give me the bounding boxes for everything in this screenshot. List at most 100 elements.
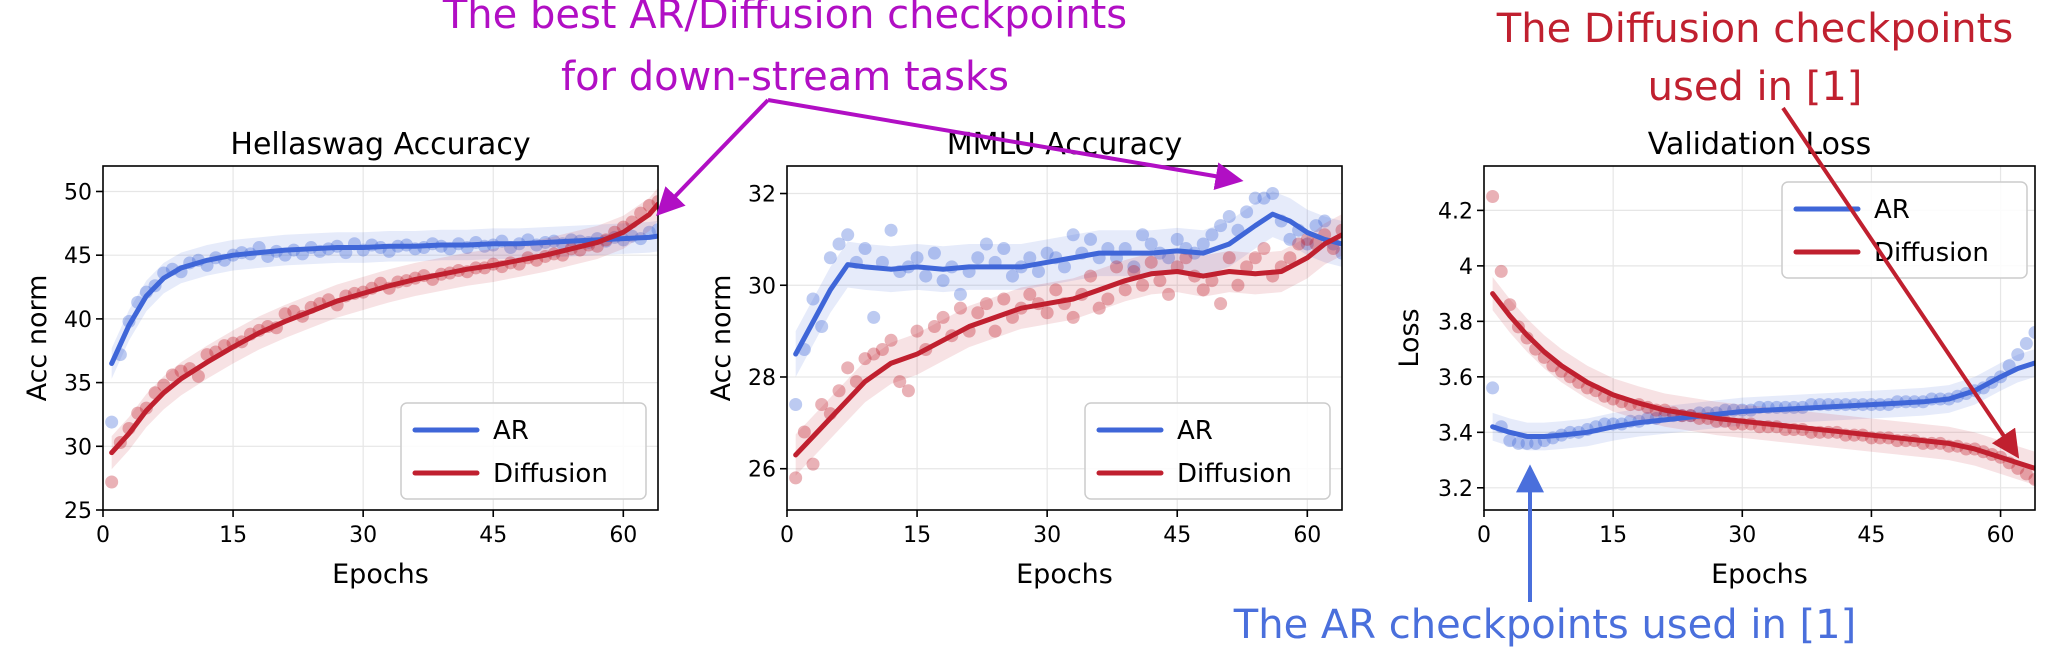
annotation-best-line2: for down-stream tasks [561,54,1009,100]
ar-point [1170,232,1184,246]
plot-frame [786,165,1343,511]
ar-point [1240,205,1254,219]
ar-point [858,242,872,256]
x-tick-label: 30 [1728,523,1756,548]
ar-point [1205,228,1219,242]
legend: AR Diffusion [400,402,647,500]
ar-point [971,251,985,265]
ar-point [2028,325,2035,339]
ar-point [1084,232,1098,246]
diffusion-point [1049,283,1063,297]
x-tick-label: 15 [903,523,931,548]
y-axis-label: Acc norm [706,275,737,402]
ar-line [109,233,658,366]
chart-title: Validation Loss [1648,127,1871,162]
ar-point [919,269,933,283]
ar-point [1309,219,1323,233]
annotation-diffusion-line2: used in [1] [1648,64,1863,110]
diffusion-point [105,475,119,489]
diffusion-point [1084,269,1098,283]
diffusion-point [1153,274,1167,288]
diffusion-point [1283,251,1297,265]
arrow-best-right [767,98,1244,191]
legend-label-diffusion: Diffusion [1874,238,1989,268]
x-tick-label: 45 [1163,523,1191,548]
ar-point [1257,191,1271,205]
ar-point [815,320,829,334]
mmlu-panel: 0 15 30 45 60 26 28 30 32 MMLU Accuracy Epochs Acc … [706,127,1343,590]
annotation-best-line1: The best AR/Diffusion checkpoints [442,0,1127,38]
ar-point [651,223,658,237]
diffusion-point [1179,251,1193,265]
ar-point [884,223,898,237]
annotation-diffusion-line1: The Diffusion checkpoints [1496,6,2013,52]
diffusion-point [1494,264,1508,278]
diffusion-point [1196,283,1210,297]
legend: AR Diffusion [1781,181,2028,279]
x-tick-label: 30 [349,523,377,548]
diffusion-point [1101,292,1115,306]
ar-point [867,310,881,324]
y-tick-label: 4.2 [1438,199,1473,224]
ar-point [105,415,119,429]
y-tick-label: 4 [1459,255,1473,280]
ar-point [1136,228,1150,242]
y-tick-label: 45 [64,244,92,269]
ar-point [1520,436,1534,450]
ar-point [1214,219,1228,233]
diffusion-point [841,361,855,375]
ar-point [1058,260,1071,274]
plot-area [105,187,658,489]
diffusion-point [1222,251,1236,265]
diffusion-point [936,310,950,324]
ar-point [1318,214,1332,228]
diffusion-point [875,342,889,356]
diffusion-line [1490,291,2035,471]
chart-title: MMLU Accuracy [947,127,1182,162]
ar-point [979,237,993,251]
ar-point [927,246,941,260]
plot-area [789,187,1342,485]
diffusion-point [1127,264,1141,278]
diffusion-point [1231,278,1245,292]
x-axis-label: Epochs [332,559,429,590]
diffusion-band [795,214,1342,476]
ar-point [1023,251,1037,265]
diffusion-point [1162,287,1176,301]
ar-line [1490,360,2035,439]
diffusion-point [1023,287,1037,301]
diffusion-point [1214,297,1228,311]
diffusion-point [1257,242,1271,256]
ar-point [1144,237,1158,251]
ar-point [1162,251,1176,265]
diffusion-band [1492,276,2035,486]
y-tick-label: 40 [64,308,92,333]
y-tick-label: 50 [64,180,92,205]
diffusion-point [1326,242,1340,256]
x-tick-label: 15 [1599,523,1627,548]
ar-point [2019,337,2033,351]
plot-frame [1483,165,2036,511]
annotation-layer: The best AR/Diffusion checkpoints for do… [442,0,2020,648]
ar-point [953,287,967,301]
x-tick-label: 45 [1857,523,1885,548]
legend-label-diffusion: Diffusion [1177,459,1292,489]
x-axis-label: Epochs [1016,559,1113,590]
ar-point [1511,436,1525,450]
plot-area [1486,190,2035,486]
y-tick-label: 25 [64,499,92,524]
y-tick-label: 30 [64,435,92,460]
y-axis-label: Loss [1394,308,1425,367]
ar-point [1283,232,1297,246]
y-tick-label: 3.2 [1438,477,1473,502]
legend-label-ar: AR [1177,416,1213,446]
ar-point [1066,228,1080,242]
ar-point [1222,209,1236,223]
y-tick-label: 26 [748,458,776,483]
arrow-diffusion [1781,106,2020,459]
legend-label-diffusion: Diffusion [493,459,608,489]
ar-point [823,251,837,265]
ar-point [1300,237,1314,251]
y-tick-label: 3.6 [1438,366,1473,391]
